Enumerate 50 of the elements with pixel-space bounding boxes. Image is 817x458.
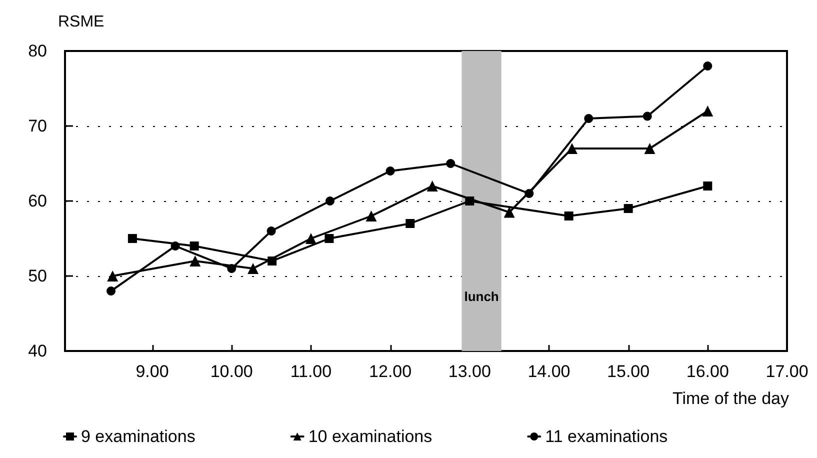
point: [446, 159, 456, 168]
x-tick-label: 13.00: [448, 362, 491, 381]
point: [190, 242, 199, 250]
point: [268, 256, 277, 266]
point: [504, 206, 515, 218]
legend-label: 10 examinations: [308, 427, 432, 446]
point: [426, 180, 438, 192]
x-tick-label: 10.00: [210, 362, 253, 381]
point: [703, 182, 712, 190]
point: [128, 234, 137, 243]
x-tick-label: 12.00: [369, 362, 412, 381]
point: [305, 233, 316, 244]
x-tick-label: 17.00: [766, 362, 808, 381]
point: [465, 196, 474, 206]
point: [566, 143, 578, 154]
point: [248, 263, 259, 274]
point: [106, 286, 116, 296]
y-tick-label: 60: [28, 192, 47, 210]
point: [266, 226, 276, 236]
point: [170, 242, 180, 250]
x-tick-label: 9.00: [136, 362, 169, 381]
point: [227, 264, 236, 273]
point: [524, 189, 534, 198]
point: [107, 270, 118, 282]
legend-label: 11 examinations: [545, 427, 668, 446]
point: [366, 210, 377, 222]
band-label: lunch: [464, 289, 499, 304]
x-tick-label: 14.00: [528, 362, 570, 381]
point: [386, 166, 395, 176]
point: [702, 106, 714, 116]
point: [324, 234, 334, 243]
legend-label: 9 examinations: [81, 427, 196, 446]
point: [326, 196, 334, 206]
x-tick-label: 16.00: [686, 362, 729, 381]
point: [642, 112, 652, 121]
point: [703, 62, 712, 70]
y-tick-label: 40: [28, 342, 47, 360]
point: [624, 204, 633, 213]
point: [406, 219, 415, 228]
y-axis-title: RSME: [58, 14, 104, 30]
point: [564, 212, 574, 220]
y-tick-label: 80: [28, 42, 47, 60]
x-tick-label: 15.00: [607, 362, 650, 381]
point: [584, 114, 594, 123]
point: [190, 256, 201, 266]
point: [644, 143, 656, 154]
x-axis-title: Time of the day: [672, 389, 790, 408]
x-tick-label: 11.00: [290, 362, 332, 381]
y-tick-label: 50: [28, 266, 47, 286]
y-tick-label: 70: [28, 116, 47, 136]
